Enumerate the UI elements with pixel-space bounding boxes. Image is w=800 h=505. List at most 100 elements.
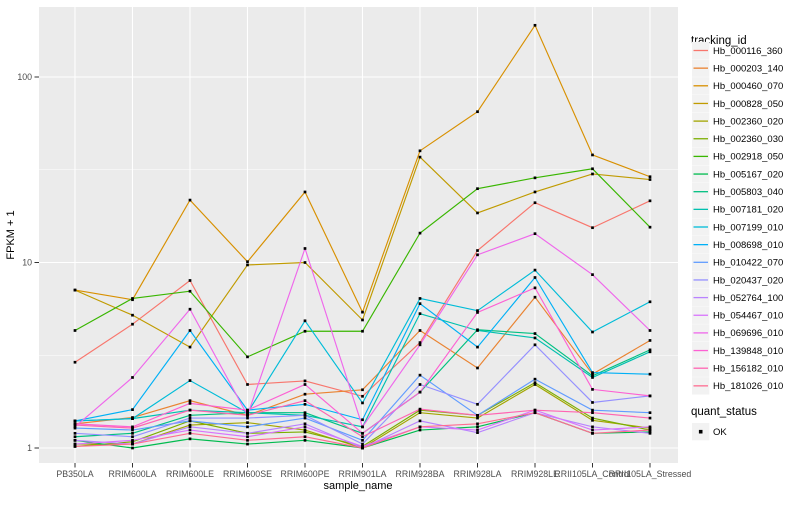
x-tick-label: RRIM901LA [339,469,387,479]
data-point [361,318,364,322]
data-point [246,431,249,435]
data-point [591,330,594,334]
series-points-Hb_000116_360 [73,199,652,398]
data-point [361,329,364,333]
data-point [648,300,652,304]
data-point [591,418,594,422]
legend-item-Hb_002360_020: Hb_002360_020 [692,112,783,130]
data-point [648,199,652,203]
data-point [361,425,364,429]
data-point [361,401,364,405]
data-point [246,435,249,439]
data-point [131,431,134,435]
data-point [188,399,192,402]
gridlines-minor [39,169,678,356]
data-point [533,332,537,335]
legend-item-label: Hb_008698_010 [713,240,783,251]
legend-item-label: Hb_069696_010 [713,328,783,339]
data-point [476,309,479,313]
legend-item-Hb_156182_010: Hb_156182_010 [692,359,783,377]
data-point [73,442,77,446]
data-point [303,425,307,429]
data-point [73,419,77,423]
data-point [533,23,537,27]
data-point [591,388,594,391]
x-tick-label: RRIM600LE [166,469,214,479]
data-point [361,445,364,448]
data-point [131,297,134,300]
x-tick-label: RRIM600PE [281,469,330,479]
data-point [533,383,537,386]
data-point [361,442,364,446]
data-point [418,297,422,300]
data-point [246,411,249,415]
data-point [246,416,249,420]
y-tick-label: 10 [22,258,32,268]
x-tick-label: RRIM928BA [396,469,445,479]
legend-item-label: Hb_156182_010 [713,364,783,375]
data-point [188,437,192,441]
data-point [591,431,594,435]
data-point [246,442,249,446]
data-point [73,438,77,442]
data-point [418,419,422,423]
data-point [591,273,594,276]
data-point [303,383,307,386]
data-point [188,279,192,282]
data-point [418,329,422,332]
legend-quant-status-entry: OK [692,423,727,441]
data-point [476,253,479,257]
data-point [303,411,307,415]
data-point [303,190,307,194]
data-point [418,312,422,315]
data-point [131,322,134,326]
data-point [418,390,422,394]
data-point [648,416,652,420]
data-point [533,176,537,180]
data-point [533,295,537,299]
data-point [476,366,479,370]
data-point [648,428,652,432]
data-point [73,445,77,448]
data-point [591,371,594,374]
data-point [188,379,192,382]
data-point [418,425,422,429]
data-point [591,153,594,157]
data-point [303,435,307,439]
quant-ok-point-icon [698,429,703,434]
data-point [533,276,537,279]
data-point [476,431,479,434]
data-point [246,421,249,424]
legend-item-label: Hb_002360_020 [713,116,783,127]
data-point [303,399,307,402]
data-point [648,411,652,415]
data-point [591,411,594,415]
data-point [648,394,652,398]
data-point [591,376,594,379]
data-point [131,376,134,379]
data-point [188,425,192,429]
data-point [533,336,537,340]
data-point [476,249,479,252]
data-point [303,402,307,406]
data-point [303,319,307,323]
data-point [591,372,594,376]
data-point [246,260,249,264]
x-tick-label: RRII105LA_Stressed [609,469,692,479]
axis-tick-marks [34,76,651,468]
data-point [73,423,77,427]
data-point [188,289,192,293]
data-point [476,211,479,215]
data-point [131,428,134,432]
data-point [361,431,364,435]
x-tick-label: RRII105LA_Control [554,469,630,479]
data-point [476,110,479,114]
series-points [73,23,652,450]
y-tick-label: 1 [27,443,32,453]
data-point [303,428,307,432]
data-point [361,435,364,439]
data-point [418,383,422,386]
legend-item-label: Hb_139848_010 [713,346,783,357]
x-tick-label: RRIM928LA [454,469,502,479]
